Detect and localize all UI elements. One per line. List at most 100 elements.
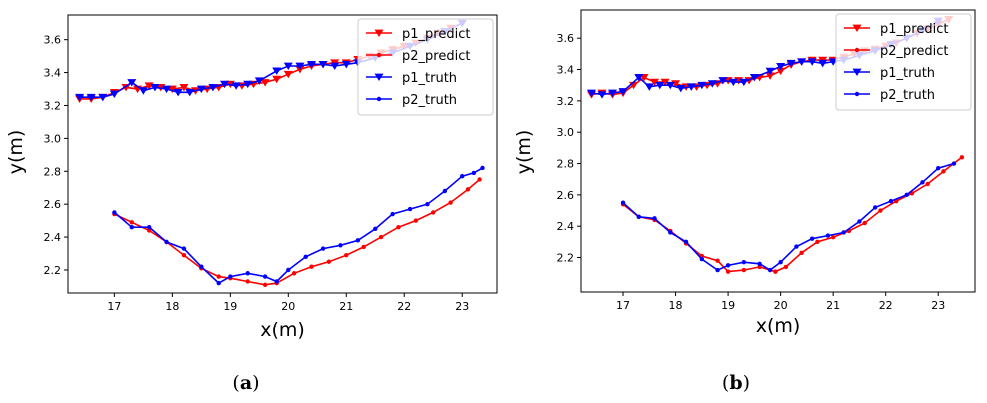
data-point-p2_predict (773, 269, 778, 274)
legend-label: p2_truth (402, 93, 457, 108)
data-point-p1_truth (138, 87, 148, 95)
x-axis-label: x(m) (260, 319, 305, 341)
data-point-p1_truth (283, 62, 293, 71)
legend-marker (854, 47, 860, 53)
data-point-p2_truth (471, 170, 477, 176)
series-line-p2_truth (622, 162, 955, 272)
data-point-p2_predict (344, 252, 349, 258)
data-point-p2_truth (480, 165, 485, 171)
legend-marker (374, 29, 384, 38)
data-point-p1_truth (786, 59, 796, 68)
x-tick-label: 19 (721, 299, 735, 312)
y-tick-label: 3.2 (557, 95, 575, 108)
legend-label: p1_truth (880, 66, 935, 81)
data-point-p1_truth (208, 84, 218, 92)
legend-entry-p2_truth: p2_truth (366, 93, 457, 108)
data-point-p2_truth (936, 166, 941, 171)
y-tick-label: 3.6 (44, 34, 62, 47)
data-point-p1_predict (272, 75, 282, 84)
data-point-p2_predict (878, 208, 883, 213)
legend-entry-p2_predict: p2_predict (366, 49, 470, 64)
chart-a: 17 18 19 20 21 22 23 2.2 2.4 2.6 2.8 3.0 3.2 3.4 3.6 x(… (5, 14, 498, 341)
data-point-p2_truth (407, 206, 413, 212)
legend: p1_predict p2_predict p1_truth p2_truth (357, 18, 494, 116)
y-tick-label: 2.6 (557, 189, 575, 202)
data-point-p2_predict (378, 234, 384, 240)
data-point-p2_predict (783, 264, 789, 270)
data-point-p2_truth (725, 263, 731, 268)
y-axis-label: y(m) (513, 130, 535, 175)
data-point-p2_truth (620, 200, 626, 205)
data-point-p1_predict (660, 78, 670, 87)
legend-marker (852, 68, 862, 77)
data-point-p1_truth (686, 83, 696, 91)
data-point-p2_truth (857, 219, 862, 224)
x-tick-label: 21 (826, 299, 840, 312)
data-point-p1_truth (185, 88, 195, 97)
legend-entry-p2_truth: p2_truth (844, 88, 935, 103)
data-point-p2_truth (216, 280, 221, 286)
data-point-p1_truth (98, 93, 108, 102)
data-point-p2_truth (146, 225, 152, 230)
legend-marker (376, 96, 382, 102)
legend: p1_predict p2_predict p1_truth p2_truth (835, 13, 972, 111)
data-point-p1_truth (162, 85, 172, 94)
legend-label: p2_truth (880, 88, 935, 103)
data-point-p1_truth (665, 81, 675, 90)
data-point-p2_truth (904, 192, 909, 198)
data-point-p1_truth (295, 62, 305, 71)
data-point-p1_truth (272, 67, 282, 75)
data-point-p2_truth (778, 260, 783, 265)
data-point-p2_predict (925, 181, 930, 187)
data-point-p2_predict (361, 244, 366, 250)
data-point-p1_truth (306, 60, 316, 69)
data-point-p2_truth (460, 174, 465, 179)
data-point-p1_truth (86, 93, 96, 102)
y-tick-label: 2.4 (557, 220, 575, 233)
data-point-p2_truth (699, 256, 705, 262)
data-point-p2_truth (338, 243, 343, 248)
data-point-p2_truth (262, 274, 268, 279)
data-point-p1_truth (728, 78, 738, 87)
y-tick-label: 3.2 (44, 99, 62, 112)
data-point-p2_truth (652, 216, 657, 221)
data-point-p1_truth (127, 79, 137, 87)
series-line-p2_truth (113, 167, 483, 285)
legend-entry-p1_predict: p1_predict (844, 22, 948, 37)
data-point-p1_truth (243, 80, 253, 89)
data-point-p2_predict (216, 274, 221, 279)
data-point-p2_truth (112, 210, 117, 215)
data-point-p1_truth (718, 77, 728, 85)
series-p2_predict (620, 155, 965, 274)
data-point-p2_truth (373, 226, 378, 232)
x-tick-label: 21 (339, 300, 353, 313)
data-point-p1_truth (196, 85, 206, 94)
data-point-p2_predict (291, 271, 297, 276)
data-point-p2_truth (164, 239, 169, 245)
data-point-p2_truth (757, 261, 762, 266)
data-point-p2_truth (355, 238, 361, 243)
data-point-p1_truth (765, 67, 775, 76)
data-point-p2_truth (303, 254, 308, 260)
data-point-p2_truth (668, 230, 673, 235)
data-point-p1_predict (765, 72, 775, 80)
legend-entry-p1_predict: p1_predict (366, 27, 470, 42)
series-p2_truth (112, 165, 485, 286)
x-tick-label: 20 (281, 300, 295, 313)
legend-box (357, 18, 494, 116)
data-point-p1_predict (260, 79, 270, 87)
data-point-p1_truth (597, 91, 607, 99)
y-tick-label: 2.2 (44, 264, 62, 277)
data-point-p2_predict (245, 279, 250, 284)
y-tick-label: 2.2 (557, 252, 575, 265)
data-point-p2_predict (815, 239, 820, 245)
data-point-p1_predict (283, 70, 293, 79)
data-point-p1_truth (608, 89, 618, 98)
data-point-p2_truth (741, 260, 747, 265)
legend-marker (376, 52, 382, 58)
data-point-p2_predict (448, 200, 453, 205)
data-point-p2_predict (431, 210, 436, 215)
data-point-p2_predict (262, 282, 268, 287)
legend-entry-p2_predict: p2_predict (844, 44, 948, 59)
x-axis-label: x(m) (756, 315, 801, 337)
